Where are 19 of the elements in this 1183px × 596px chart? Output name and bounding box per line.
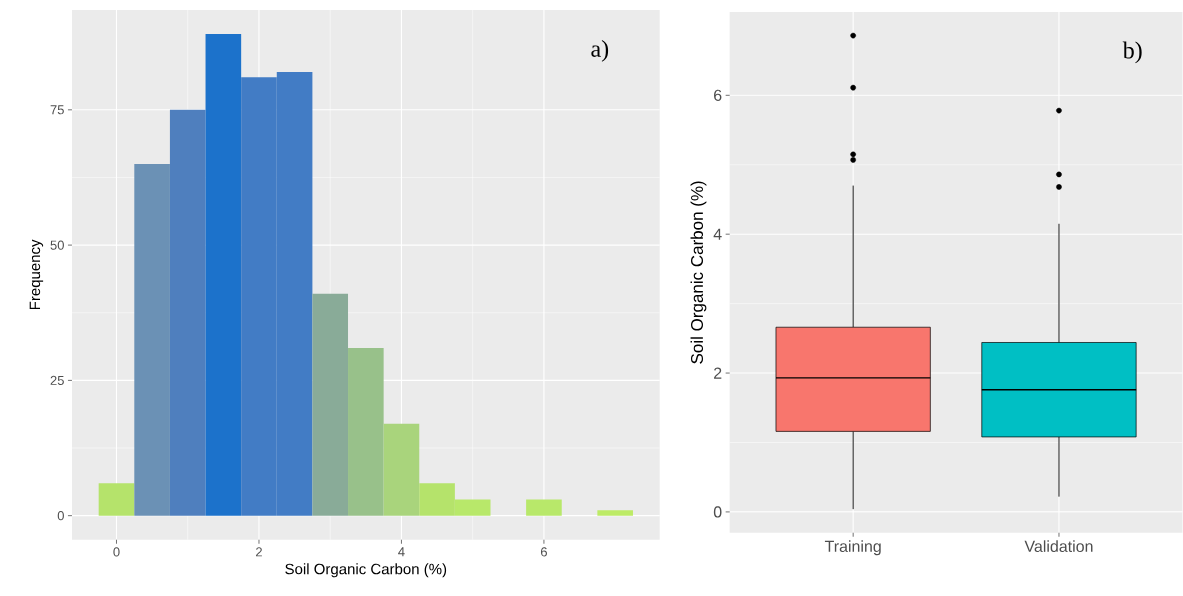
x-axis-title: Soil Organic Carbon (%) xyxy=(285,563,447,578)
annotation: a) xyxy=(591,40,609,62)
x-tick-label: 2 xyxy=(256,547,262,557)
y-tick-label: 0 xyxy=(713,506,722,518)
y-tick-label: 0 xyxy=(57,511,64,521)
y-tick-label: 50 xyxy=(50,240,64,250)
y-tick-label: 75 xyxy=(50,105,64,115)
y-tick-label: 25 xyxy=(50,375,64,386)
y-tick-label: 6 xyxy=(714,89,722,102)
y-tick-label: 4 xyxy=(713,228,722,240)
y-axis-title: Frequency xyxy=(29,239,44,310)
y-tick-label: 2 xyxy=(714,367,722,379)
y-axis-title: Soil Organic Carbon (%) xyxy=(690,181,707,364)
annotation: b) xyxy=(1122,41,1142,64)
x-tick-label: 0 xyxy=(113,547,120,557)
x-tick-label: Validation xyxy=(1024,540,1093,553)
x-tick-label: Training xyxy=(824,540,881,556)
x-tick-label: 6 xyxy=(540,547,547,557)
x-tick-label: 4 xyxy=(398,547,405,557)
